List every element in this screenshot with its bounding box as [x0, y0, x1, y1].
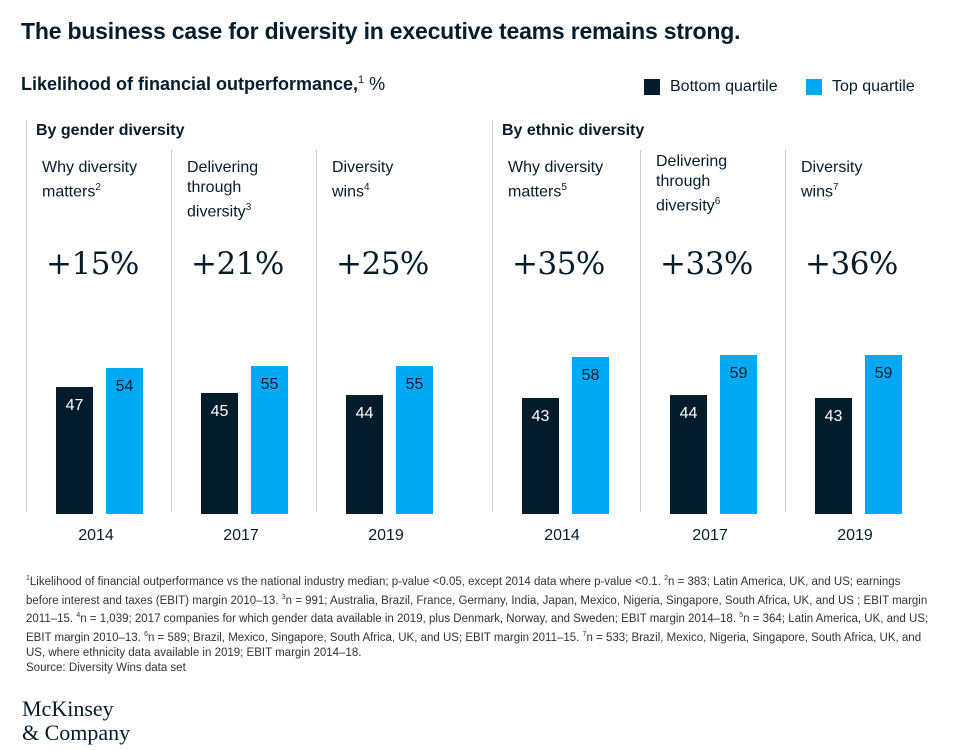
delta-label-gender-2014: +15% — [46, 246, 139, 282]
delta-label-gender-2019: +25% — [336, 246, 429, 282]
bar-ethnic-2014-bottom-quartile — [522, 397, 559, 514]
footnote-4: 4n = 1,039; 2017 companies for which gen… — [76, 612, 740, 626]
x-tick-gender-2014: 2014 — [78, 527, 114, 544]
mckinsey-logo: McKinsey & Company — [22, 697, 130, 745]
footnote-5-mark: 5 — [739, 612, 744, 620]
footnote-3: 3n = 991; Australia, Brazil, France, Ger… — [26, 593, 928, 626]
bar-value-ethnic-2017-bottom-quartile: 44 — [679, 405, 698, 423]
group-title-ethnic: By ethnic diversity — [502, 122, 645, 139]
delta-label-ethnic-2014: +35% — [512, 246, 605, 282]
footnote-2-text: n = 383; Latin America, UK, and US; earn… — [26, 575, 901, 607]
subtitle-unit: % — [364, 74, 386, 94]
bar-ethnic-2019-top-quartile — [865, 354, 902, 514]
footnote-6: 6n = 589; Brazil, Mexico, Singapore, Sou… — [144, 631, 583, 645]
group-divider-ethnic — [492, 120, 493, 512]
footnote-1-mark: 1 — [26, 575, 30, 582]
bar-gender-2017-top-quartile — [251, 365, 288, 514]
bar-value-ethnic-2014-top-quartile: 58 — [581, 367, 600, 385]
group-title-gender: By gender diversity — [36, 122, 185, 139]
footnote-3-text: n = 991; Australia, Brazil, France, Germ… — [26, 594, 928, 626]
logo-line-1: McKinsey — [22, 696, 114, 721]
footnote-4-mark: 4 — [76, 612, 81, 620]
footnotes: 1Likelihood of financial outperformance … — [26, 571, 936, 676]
footnote-5: 5n = 364; Latin America, UK, and US; EBI… — [26, 612, 929, 645]
chart-title: The business case for diversity in execu… — [21, 18, 741, 44]
footnote-6-text: n = 589; Brazil, Mexico, Singapore, Sout… — [147, 632, 583, 645]
chart-subtitle: Likelihood of financial outperformance,1… — [21, 74, 385, 95]
bar-value-ethnic-2019-bottom-quartile: 43 — [824, 407, 843, 425]
legend-swatch-bottom-quartile — [644, 79, 660, 95]
bar-value-gender-2019-top-quartile: 55 — [405, 375, 424, 393]
bar-gender-2019-bottom-quartile — [346, 395, 383, 514]
bar-gender-2019-top-quartile — [396, 365, 433, 514]
subtitle-footnote-ref: 1 — [358, 74, 365, 86]
legend-label-bottom-quartile: Bottom quartile — [670, 78, 778, 95]
bar-value-gender-2017-top-quartile: 55 — [260, 375, 279, 393]
footnote-4-text: n = 1,039; 2017 companies for which gend… — [80, 613, 740, 626]
group-divider-gender — [26, 120, 27, 512]
footnote-5-text: n = 364; Latin America, UK, and US; EBIT… — [26, 613, 929, 645]
bar-value-gender-2014-bottom-quartile: 47 — [65, 397, 84, 415]
bar-value-ethnic-2017-top-quartile: 59 — [729, 364, 748, 382]
panel-title-gender-2019: Diversity wins4 — [332, 159, 394, 201]
panel-title-gender-2014: Why diversity matters2 — [42, 159, 138, 201]
panel-divider-gender-1 — [171, 150, 172, 512]
x-tick-ethnic-2019: 2019 — [837, 527, 873, 544]
panel-title-ethnic-2019: Diversity wins7 — [801, 159, 863, 201]
bar-value-gender-2014-top-quartile: 54 — [115, 378, 134, 396]
legend-label-top-quartile: Top quartile — [832, 78, 915, 95]
footnote-7: 7n = 533; Brazil, Mexico, Nigeria, Singa… — [26, 631, 922, 660]
panel-title-ethnic-2014: Why diversity matters5 — [508, 159, 604, 201]
bar-value-ethnic-2019-top-quartile: 59 — [874, 364, 893, 382]
delta-label-gender-2017: +21% — [191, 246, 284, 282]
panel-title-ethnic-2017: Delivering through diversity6 — [656, 153, 728, 215]
bar-ethnic-2014-top-quartile — [572, 357, 609, 514]
bar-ethnic-2017-bottom-quartile — [670, 395, 707, 514]
legend-swatch-top-quartile — [806, 79, 822, 95]
logo-line-2: & Company — [22, 720, 131, 745]
bar-gender-2014-top-quartile — [106, 368, 143, 514]
legend-item-top-quartile: Top quartile — [806, 78, 915, 96]
bar-gender-2014-bottom-quartile — [56, 387, 93, 514]
bar-ethnic-2019-bottom-quartile — [815, 397, 852, 514]
footnote-7-text: n = 533; Brazil, Mexico, Nigeria, Singap… — [26, 632, 922, 660]
x-tick-gender-2017: 2017 — [223, 527, 259, 544]
panel-divider-ethnic-1 — [640, 150, 641, 512]
panel-divider-ethnic-2 — [785, 150, 786, 512]
bar-value-gender-2019-bottom-quartile: 44 — [355, 405, 374, 423]
footnote-1-text: Likelihood of financial outperformance v… — [29, 575, 665, 588]
footnote-2: 2n = 383; Latin America, UK, and US; ear… — [26, 575, 901, 607]
panel-divider-gender-2 — [316, 150, 317, 512]
panel-title-gender-2017: Delivering through diversity3 — [187, 159, 259, 221]
footnote-1: 1Likelihood of financial outperformance … — [26, 575, 665, 588]
footnote-3-mark: 3 — [281, 593, 286, 601]
footnote-7-mark: 7 — [582, 631, 587, 639]
delta-label-ethnic-2017: +33% — [660, 246, 753, 282]
bar-value-ethnic-2014-bottom-quartile: 43 — [531, 407, 550, 425]
bar-value-gender-2017-bottom-quartile: 45 — [210, 402, 229, 420]
x-tick-ethnic-2014: 2014 — [544, 527, 580, 544]
x-tick-gender-2019: 2019 — [368, 527, 404, 544]
delta-label-ethnic-2019: +36% — [805, 246, 898, 282]
legend-item-bottom-quartile: Bottom quartile — [644, 78, 778, 96]
subtitle-text: Likelihood of financial outperformance, — [21, 74, 359, 94]
bar-ethnic-2017-top-quartile — [720, 354, 757, 514]
bar-gender-2017-bottom-quartile — [201, 392, 238, 514]
footnote-2-mark: 2 — [664, 575, 668, 582]
source-note: Source: Diversity Wins data set — [26, 662, 186, 675]
x-tick-ethnic-2017: 2017 — [692, 527, 728, 544]
footnote-6-mark: 6 — [144, 631, 148, 639]
